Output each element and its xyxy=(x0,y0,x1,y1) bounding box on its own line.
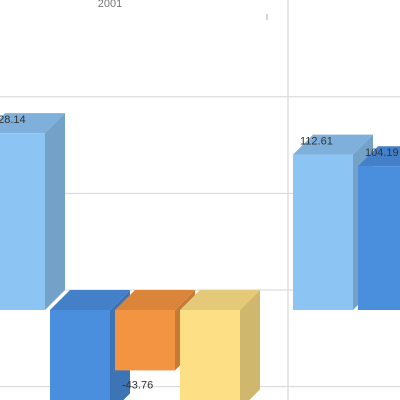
bar-front xyxy=(358,166,400,310)
bar-side xyxy=(240,290,260,400)
data-label: 128.14 xyxy=(0,114,26,126)
bar-top xyxy=(180,290,260,310)
bar-front xyxy=(50,310,110,400)
bar xyxy=(0,113,65,310)
data-label: 112.61 xyxy=(300,136,333,148)
data-label: -43.76 xyxy=(122,379,153,391)
data-label: 104.19 xyxy=(365,147,399,159)
bar-side xyxy=(45,113,65,310)
bar-front xyxy=(293,154,353,310)
bar xyxy=(358,146,400,310)
bar xyxy=(180,290,260,400)
bar-top xyxy=(358,146,400,167)
bar-top xyxy=(50,290,130,310)
bar-front xyxy=(115,310,175,371)
bar-top xyxy=(293,134,373,155)
category-label: 2001 xyxy=(98,0,122,10)
bar-top xyxy=(0,113,65,134)
bar-front xyxy=(180,310,240,400)
bar-front xyxy=(0,133,45,310)
bar-top xyxy=(115,290,195,310)
